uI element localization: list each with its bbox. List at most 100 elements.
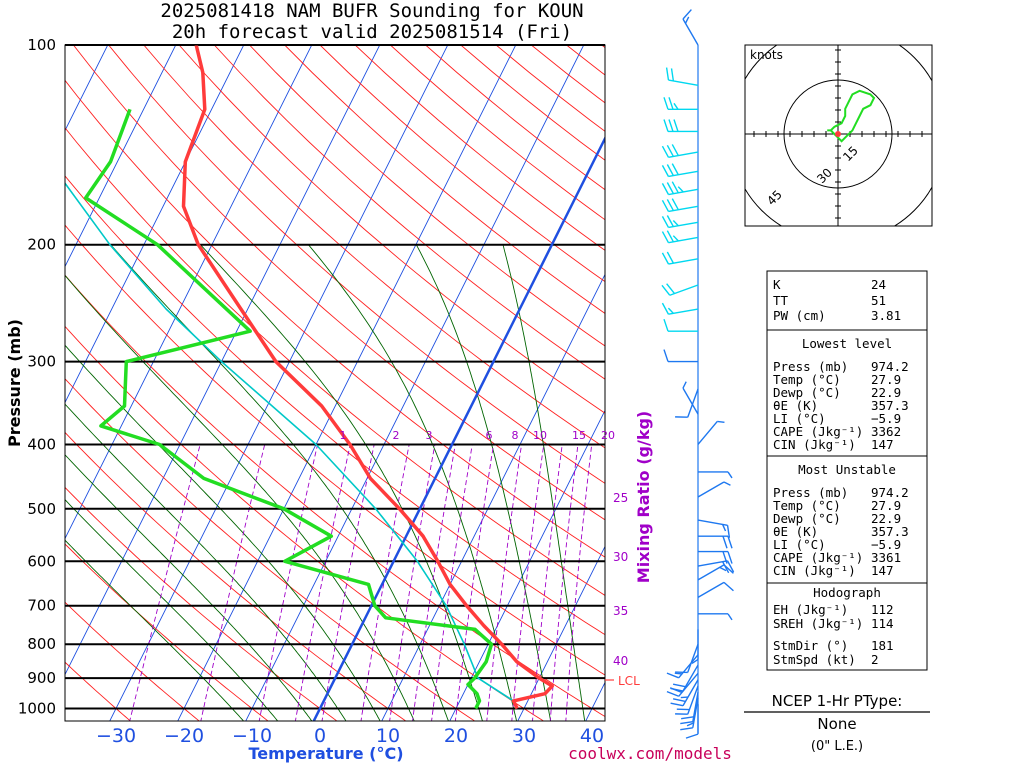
hodo-stmspd-label: StmSpd (kt) <box>773 652 856 667</box>
wind-barb <box>675 388 699 418</box>
wind-barb <box>697 581 734 598</box>
wind-barb-flag <box>663 97 669 110</box>
wind-barb-staff <box>687 643 699 673</box>
dry-adiabat-line <box>143 45 605 449</box>
indices-panel: K 24 TT 51 PW (cm) 3.81 Lowest level Pre… <box>766 270 928 671</box>
wind-barb-flag <box>666 251 674 264</box>
mu-cin-label: CIN (Jkg⁻¹) <box>773 563 856 578</box>
wind-barb-flag <box>666 283 676 294</box>
mu-cin-value: 147 <box>871 563 894 578</box>
wind-barb <box>675 685 699 715</box>
ll-cin-value: 147 <box>871 437 894 452</box>
wind-barb <box>663 349 698 363</box>
temperature-tick-label: −20 <box>164 725 204 747</box>
wind-barb-flag <box>672 220 679 227</box>
mu-li-value: −5.9 <box>871 537 901 552</box>
storm-motion-marker <box>835 131 841 137</box>
wind-barb-flag <box>671 163 679 176</box>
moist-adiabat-line <box>110 244 449 721</box>
wind-barb-flag <box>663 349 669 362</box>
mixing-ratio-tick-label: 1 <box>340 429 347 442</box>
temperature-tick-label: 30 <box>512 725 536 747</box>
mu-dewp-value: 22.9 <box>871 511 901 526</box>
temperature-tick-labels: −30 −20 −10 0 10 20 30 40 <box>96 725 604 747</box>
wind-barb <box>661 163 699 178</box>
wind-barb-flag <box>691 658 699 665</box>
mixing-ratio-line <box>129 444 201 721</box>
freezing-line <box>312 135 605 721</box>
wind-barb-flag <box>666 672 679 679</box>
mu-thetae-label: θE (K) <box>773 524 818 539</box>
wind-barb-flag <box>727 551 733 564</box>
wind-barb-flag <box>727 613 733 621</box>
wind-barb <box>661 302 699 315</box>
dry-adiabat-line <box>65 274 605 718</box>
wind-barb-flag <box>661 231 670 243</box>
pressure-tick-label: 300 <box>27 353 56 371</box>
y-axis-label: Pressure (mb) <box>5 319 24 447</box>
wind-barb-flag <box>723 564 734 574</box>
plot-frame <box>64 44 606 722</box>
most-unstable-title: Most Unstable <box>798 462 896 477</box>
pressure-tick-label: 100 <box>27 36 56 54</box>
moist-adiabat-lines <box>65 244 586 721</box>
mixing-ratio-line <box>389 444 436 721</box>
wind-barb <box>680 698 699 731</box>
dry-adiabat-line <box>108 45 605 484</box>
dry-adiabat-line <box>495 45 605 132</box>
hodo-stmdir-value: 181 <box>871 638 894 653</box>
moist-adiabat-line <box>65 344 381 721</box>
dry-adiabat-line <box>65 325 545 721</box>
wind-barb-flag <box>661 284 671 296</box>
wind-barb-flag <box>670 68 675 82</box>
wind-barb-flag <box>684 16 690 24</box>
wind-barb-flag <box>666 199 674 211</box>
isotherm-line <box>65 45 177 268</box>
moist-adiabat-line <box>308 244 518 721</box>
ll-cape-label: CAPE (Jkg⁻¹) <box>773 424 863 439</box>
wind-barb-flag <box>685 733 699 739</box>
mixing-ratio-tick-label: 25 <box>613 491 628 505</box>
mixing-ratio-line <box>360 444 410 721</box>
mixing-ratio-line <box>549 444 579 721</box>
wind-barb-flag <box>666 215 674 227</box>
mixing-ratio-tick-label: 40 <box>613 654 628 668</box>
wind-barb-flag <box>727 471 733 479</box>
wind-barb <box>661 251 699 265</box>
pressure-tick-label: 200 <box>27 236 56 254</box>
wind-barb-flag <box>668 119 674 132</box>
wind-barb <box>697 519 731 538</box>
wind-barb-flag <box>670 702 684 707</box>
pressure-tick-label: 600 <box>27 552 56 570</box>
wind-barb <box>698 471 733 479</box>
wind-barb-flag <box>666 230 674 243</box>
pressure-tick-label: 500 <box>27 500 56 518</box>
wind-barb-flag <box>672 698 686 703</box>
mu-cape-label: CAPE (Jkg⁻¹) <box>773 550 863 565</box>
mixing-ratio-line <box>200 444 266 721</box>
wind-barb <box>697 564 734 581</box>
moist-adiabat-line <box>65 539 245 721</box>
mu-press-label: Press (mb) <box>773 485 848 500</box>
temperature-tick-label: 20 <box>444 725 468 747</box>
wind-barb <box>675 643 699 674</box>
hodograph-trace <box>827 89 876 143</box>
mixing-ratio-line <box>454 444 495 721</box>
mixing-ratio-tick-label: 30 <box>613 550 628 564</box>
mixing-ratio-tick-label: 3 <box>426 429 433 442</box>
sounding-profiles <box>65 45 554 710</box>
mixing-ratio-axis-label: Mixing Ratio (g/kg) <box>634 411 653 583</box>
wind-barb <box>666 654 699 679</box>
wind-barb <box>682 9 699 46</box>
wind-barb-staff <box>697 421 718 445</box>
mixing-ratio-tick-label: 10 <box>533 429 547 442</box>
wind-barb-flag <box>661 183 670 195</box>
mixing-ratio-line <box>486 444 523 721</box>
index-pw-label: PW (cm) <box>773 308 826 323</box>
wind-barb-staff <box>697 581 725 598</box>
mixing-ratio-line <box>532 444 563 721</box>
wind-barb <box>682 381 699 415</box>
wind-barb-flag <box>667 307 674 314</box>
wind-barb-flag <box>671 181 679 194</box>
